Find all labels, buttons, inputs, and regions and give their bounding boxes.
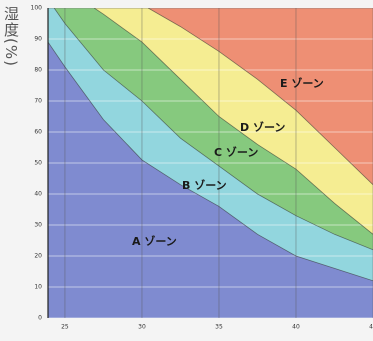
y-label-bottom: (%) xyxy=(2,38,20,67)
zone-label: E ゾーン xyxy=(280,76,324,90)
y-tick-label: 80 xyxy=(34,67,42,74)
zone-boundary xyxy=(53,8,373,251)
y-tick-label: 70 xyxy=(34,98,42,105)
y-tick-label: 10 xyxy=(34,284,42,291)
zone-label: D ゾーン xyxy=(240,120,285,134)
zone-boundary xyxy=(93,8,373,235)
overlay: A ゾーン B ゾーン C ゾーン D ゾーン E ゾーン 0 10 20 30 40 50 60 70… xyxy=(31,5,373,331)
zone-label: C ゾーン xyxy=(214,145,258,159)
y-tick-label: 50 xyxy=(34,160,42,167)
y-tick-label: 100 xyxy=(31,5,43,12)
y-label-top: 湿度 xyxy=(2,6,20,38)
x-tick-label: 40 xyxy=(292,324,300,331)
plot-area xyxy=(48,8,373,318)
y-tick-label: 40 xyxy=(34,191,42,198)
zone-boundary xyxy=(48,41,373,282)
y-tick-label: 30 xyxy=(34,222,42,229)
y-axis-label: 湿度(%) xyxy=(2,6,20,67)
x-tick-label: 30 xyxy=(138,324,146,331)
x-tick-label: 25 xyxy=(61,324,69,331)
y-tick-label: 60 xyxy=(34,129,42,136)
y-tick-label: 90 xyxy=(34,36,42,43)
zone-fill xyxy=(48,42,373,318)
y-tick-label: 0 xyxy=(38,315,42,322)
y-tick-label: 20 xyxy=(34,253,42,260)
zone-boundary xyxy=(147,8,373,185)
zone-label: B ゾーン xyxy=(182,178,227,192)
x-tick-label: 45 xyxy=(369,324,373,331)
x-tick-label: 35 xyxy=(215,324,223,331)
zone-label: A ゾーン xyxy=(132,234,177,248)
